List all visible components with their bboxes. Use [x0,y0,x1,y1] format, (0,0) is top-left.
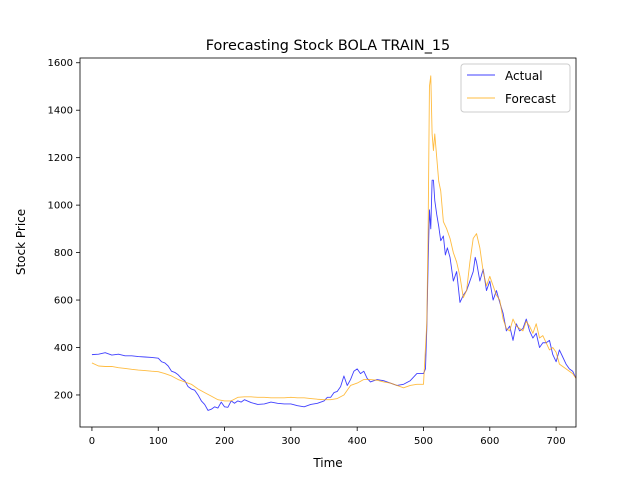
x-tick-label: 100 [149,436,168,447]
y-tick-label: 1600 [48,58,73,69]
legend-box [460,63,571,113]
series-layer [91,75,577,411]
plot-frame [79,57,577,428]
legend-label-forecast: Forecast [505,92,556,106]
x-tick-label: 200 [215,436,234,447]
x-tick-label: 500 [414,436,433,447]
y-tick-label: 800 [54,248,73,259]
series-line-forecast [91,75,577,402]
y-tick-label: 600 [54,296,73,307]
y-tick-label: 1200 [48,153,73,164]
legend: Actual Forecast [460,63,571,113]
y-tick-label: 1000 [48,201,73,212]
chart-title: Forecasting Stock BOLA TRAIN_15 [206,38,450,54]
y-axis-label: Stock Price [14,209,28,275]
y-tick-label: 1400 [48,106,73,117]
x-tick-label: 600 [480,436,499,447]
y-tick-label: 200 [54,390,73,401]
x-tick-label: 400 [348,436,367,447]
x-tick-label: 0 [89,436,95,447]
x-axis-label: Time [312,456,342,470]
x-tick-label: 700 [547,436,566,447]
plot-area [91,75,577,411]
x-axis-ticks: 0 100 200 300 400 500 600 700 [89,427,566,447]
y-axis-ticks: 200 400 600 800 1000 1200 1400 1600 [48,58,80,401]
legend-label-actual: Actual [505,69,543,83]
y-tick-label: 400 [54,343,73,354]
x-tick-label: 300 [281,436,300,447]
